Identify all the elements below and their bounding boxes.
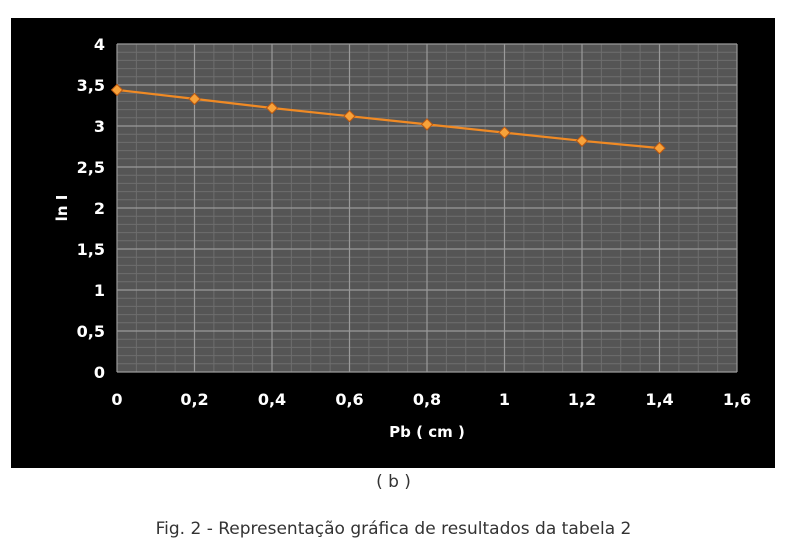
data-point-marker [343, 109, 356, 123]
x-tick-label: 0,8 [413, 390, 441, 409]
panel-label: ( b ) [376, 472, 411, 492]
y-tick-label: 1,5 [77, 240, 105, 259]
x-tick-label: 0,4 [258, 390, 286, 409]
x-tick-label: 0 [111, 390, 122, 409]
x-tick-label: 1,2 [568, 390, 596, 409]
y-tick-label: 0 [94, 363, 105, 382]
y-tick-label: 3,5 [77, 76, 105, 95]
y-axis-title: ln I [53, 195, 71, 222]
data-point-marker [575, 134, 589, 147]
chart-panel: 0 0,2 0,4 0,6 0,8 1 1,2 1,4 1,6 0 0,5 1 1,5 2 2,5 3 3,5… [11, 18, 775, 468]
x-tick-label: 0,6 [335, 390, 363, 409]
x-tick-label: 1,4 [645, 390, 673, 409]
data-point-marker [653, 141, 666, 155]
y-tick-label: 2 [94, 199, 105, 218]
y-tick-label: 0,5 [77, 322, 105, 341]
y-tick-label: 3 [94, 117, 105, 136]
series-line [116, 88, 660, 150]
x-tick-label: 1 [499, 390, 510, 409]
y-tick-label: 4 [94, 35, 105, 54]
x-tick-label: 1,6 [723, 390, 751, 409]
y-tick-label: 2,5 [77, 158, 105, 177]
data-point-marker [265, 101, 279, 115]
line-chart: 0 0,2 0,4 0,6 0,8 1 1,2 1,4 1,6 0 0,5 1 1,5 2 2,5 3 3,5… [53, 35, 751, 441]
data-point-marker [110, 83, 124, 97]
data-point-marker [420, 118, 434, 131]
data-point-marker [188, 92, 201, 106]
x-axis-title: Pb ( cm ) [389, 423, 465, 441]
figure-caption: Fig. 2 - Representação gráfica de result… [155, 519, 632, 539]
y-tick-label: 1 [94, 281, 105, 300]
data-point-marker [498, 126, 511, 139]
x-tick-label: 0,2 [180, 390, 208, 409]
